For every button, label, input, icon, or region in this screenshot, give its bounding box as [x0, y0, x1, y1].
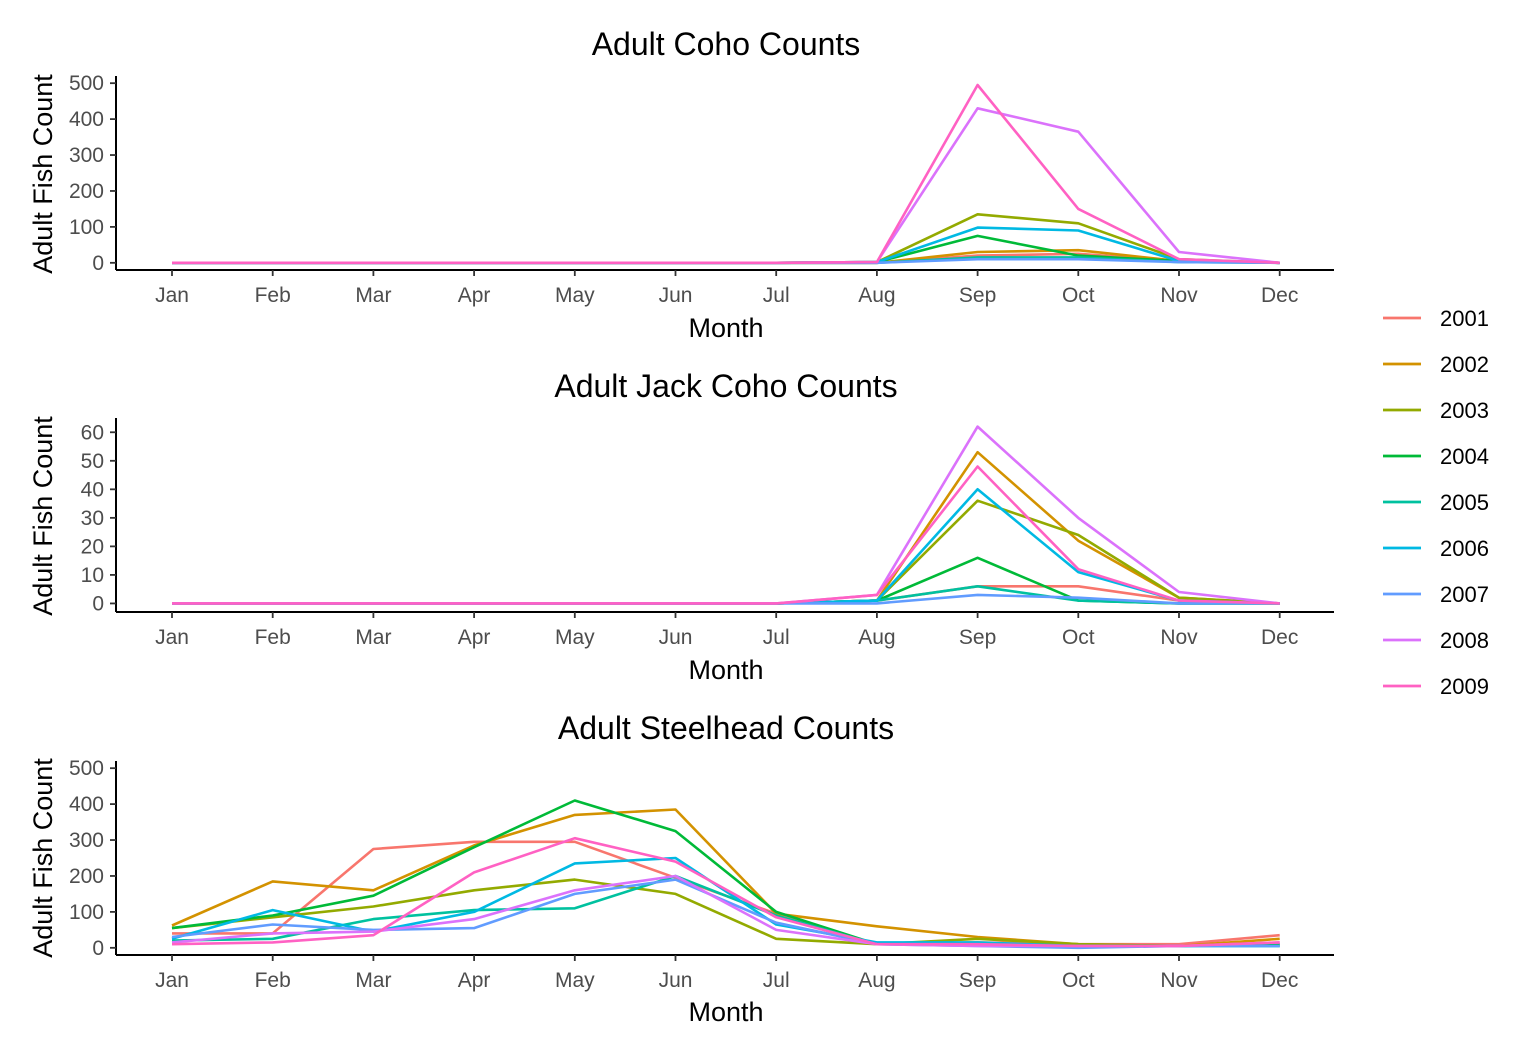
x-tick-label: Jun [659, 969, 693, 992]
legend-label: 2003 [1440, 398, 1489, 423]
x-tick-label: Jan [155, 284, 189, 307]
y-tick-label: 100 [69, 216, 104, 239]
y-tick-label: 10 [81, 564, 104, 587]
series-line-2008 [172, 425, 1280, 605]
legend-label: 2002 [1440, 352, 1489, 377]
plot-area: 0 100 200 300 400 500 Jan Feb Mar Apr May Jun Jul Aug… [69, 72, 1334, 307]
x-tick-label: Dec [1261, 284, 1298, 307]
x-tick-label: Mar [355, 626, 391, 649]
legend-label: 2009 [1440, 674, 1489, 699]
series-line-2009 [171, 836, 1280, 948]
x-tick-label: Apr [458, 626, 491, 649]
y-tick-label: 200 [69, 865, 104, 888]
x-axis-title: Month [688, 313, 763, 343]
x-tick-label: May [555, 969, 595, 992]
series-line-2006 [172, 487, 1280, 605]
x-tick-label: Apr [458, 969, 491, 992]
x-tick-label: Jan [155, 626, 189, 649]
x-axis-title: Month [688, 655, 763, 685]
plot-area: 0 10 20 30 40 50 60 Jan Feb Mar Apr May Jun Jul Aug Sep… [81, 418, 1334, 649]
x-tick-label: Jan [155, 969, 189, 992]
panel-title: Adult Coho Counts [592, 26, 861, 62]
legend-label: 2001 [1440, 306, 1489, 331]
x-tick-label: Feb [255, 626, 291, 649]
x-tick-label: Dec [1261, 969, 1298, 992]
x-tick-label: Oct [1062, 284, 1095, 307]
legend-label: 2005 [1440, 490, 1489, 515]
x-tick-label: Apr [458, 284, 491, 307]
panel-steelhead: Adult Steelhead Counts Adult Fish Count … [28, 710, 1334, 1027]
series-line-2009 [172, 465, 1280, 605]
y-tick-label: 500 [69, 72, 104, 95]
x-axis-title: Month [688, 997, 763, 1027]
y-tick-label: 400 [69, 793, 104, 816]
y-axis-title: Adult Fish Count [28, 758, 58, 958]
panel-title: Adult Jack Coho Counts [554, 368, 897, 404]
x-tick-label: Jun [659, 626, 693, 649]
series-line-2008 [172, 107, 1280, 265]
x-tick-label: May [555, 284, 595, 307]
x-tick-label: Feb [255, 284, 291, 307]
x-tick-label: Nov [1160, 969, 1198, 992]
x-tick-label: Sep [959, 284, 996, 307]
panel-coho: Adult Coho Counts Adult Fish Count Month… [28, 26, 1334, 343]
y-axis-title: Adult Fish Count [28, 74, 58, 274]
y-axis-title: Adult Fish Count [28, 416, 58, 616]
y-tick-label: 200 [69, 180, 104, 203]
y-tick-label: 0 [92, 592, 104, 615]
x-tick-label: Feb [255, 969, 291, 992]
panel-jack-coho: Adult Jack Coho Counts Adult Fish Count … [28, 368, 1334, 685]
y-tick-label: 300 [69, 144, 104, 167]
x-tick-label: May [555, 626, 595, 649]
series-line-2007 [171, 878, 1280, 950]
legend-label: 2007 [1440, 582, 1489, 607]
y-tick-label: 300 [69, 829, 104, 852]
x-tick-label: Oct [1062, 969, 1095, 992]
x-tick-label: Mar [355, 284, 391, 307]
x-tick-label: Aug [858, 969, 895, 992]
y-tick-label: 40 [81, 478, 104, 501]
x-tick-label: Nov [1160, 626, 1198, 649]
y-tick-label: 0 [92, 937, 104, 960]
x-tick-label: Jul [763, 969, 790, 992]
x-tick-label: Sep [959, 626, 996, 649]
x-tick-label: Aug [858, 284, 895, 307]
y-tick-label: 500 [69, 757, 104, 780]
series-line-2003 [172, 499, 1280, 605]
series-line-2009 [172, 83, 1280, 265]
y-tick-label: 30 [81, 507, 104, 530]
x-tick-label: Nov [1160, 284, 1198, 307]
x-tick-label: Sep [959, 969, 996, 992]
y-tick-label: 100 [69, 901, 104, 924]
y-tick-label: 0 [92, 252, 104, 275]
x-tick-label: Dec [1261, 626, 1298, 649]
y-tick-label: 60 [81, 421, 104, 444]
legend-label: 2008 [1440, 628, 1489, 653]
x-tick-label: Jul [763, 626, 790, 649]
legend: 2001 2002 2003 2004 2005 2006 2007 2008 2009 [1383, 306, 1489, 699]
x-tick-label: Oct [1062, 626, 1095, 649]
x-tick-label: Mar [355, 969, 391, 992]
x-tick-label: Jul [763, 284, 790, 307]
plot-area: 0 100 200 300 400 500 Jan Feb Mar Apr May Jun Jul Aug… [69, 757, 1334, 992]
y-tick-label: 400 [69, 108, 104, 131]
series-line-2003 [171, 878, 1280, 948]
panel-title: Adult Steelhead Counts [558, 710, 894, 746]
x-tick-label: Jun [659, 284, 693, 307]
legend-label: 2004 [1440, 444, 1489, 469]
y-tick-label: 50 [81, 450, 104, 473]
x-tick-label: Aug [858, 626, 895, 649]
y-tick-label: 20 [81, 535, 104, 558]
legend-label: 2006 [1440, 536, 1489, 561]
